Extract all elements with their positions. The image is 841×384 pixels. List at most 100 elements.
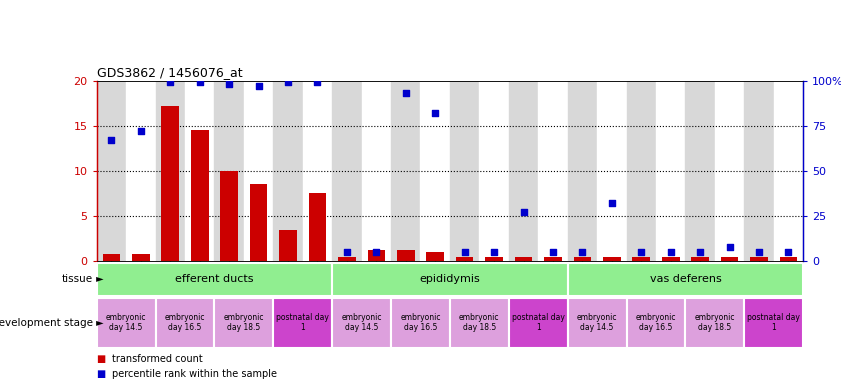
Bar	[156, 298, 214, 348]
Text: embryonic
day 18.5: embryonic day 18.5	[224, 313, 264, 332]
Text: embryonic
day 16.5: embryonic day 16.5	[165, 313, 205, 332]
Point	[546, 249, 559, 255]
Text: transformed count: transformed count	[112, 354, 203, 364]
Bar	[450, 81, 479, 261]
Point	[104, 137, 118, 143]
Bar	[273, 298, 332, 348]
Bar	[362, 81, 391, 261]
Bar	[426, 252, 444, 261]
Bar	[332, 81, 362, 261]
Bar	[456, 257, 473, 261]
Bar	[332, 263, 568, 296]
Point	[516, 209, 530, 215]
Bar	[391, 81, 420, 261]
Bar	[191, 130, 209, 261]
Bar	[244, 81, 273, 261]
Bar	[420, 81, 450, 261]
Point	[134, 128, 147, 134]
Text: efferent ducts: efferent ducts	[175, 274, 254, 285]
Bar	[103, 254, 120, 261]
Text: GDS3862 / 1456076_at: GDS3862 / 1456076_at	[97, 66, 242, 79]
Bar	[627, 298, 685, 348]
Text: postnatal day
1: postnatal day 1	[748, 313, 800, 332]
Bar	[568, 298, 627, 348]
Bar	[509, 298, 568, 348]
Point	[487, 249, 500, 255]
Point	[281, 79, 294, 86]
Bar	[450, 298, 509, 348]
Bar	[721, 257, 738, 261]
Bar	[126, 81, 156, 261]
Bar	[214, 81, 244, 261]
Bar	[603, 257, 621, 261]
Bar	[273, 81, 303, 261]
Point	[222, 81, 235, 87]
Bar	[685, 298, 744, 348]
Bar	[397, 250, 415, 261]
Point	[458, 249, 471, 255]
Bar	[97, 81, 126, 261]
Bar	[97, 298, 156, 348]
Bar	[774, 81, 803, 261]
Point	[251, 83, 265, 89]
Text: ►: ►	[93, 274, 104, 285]
Bar	[568, 263, 803, 296]
Point	[163, 79, 177, 86]
Bar	[279, 230, 297, 261]
Point	[752, 249, 765, 255]
Bar	[161, 106, 179, 261]
Point	[575, 249, 589, 255]
Bar	[715, 81, 744, 261]
Bar	[309, 194, 326, 261]
Bar	[332, 298, 391, 348]
Text: embryonic
day 18.5: embryonic day 18.5	[459, 313, 500, 332]
Bar	[780, 257, 797, 261]
Bar	[568, 81, 597, 261]
Bar	[132, 254, 150, 261]
Bar	[544, 257, 562, 261]
Bar	[97, 263, 332, 296]
Bar	[338, 257, 356, 261]
Bar	[485, 257, 503, 261]
Bar	[685, 81, 715, 261]
Bar	[391, 298, 450, 348]
Bar	[597, 81, 627, 261]
Bar	[220, 171, 238, 261]
Text: ■: ■	[97, 354, 109, 364]
Bar	[538, 81, 568, 261]
Text: embryonic
day 14.5: embryonic day 14.5	[106, 313, 146, 332]
Text: embryonic
day 14.5: embryonic day 14.5	[341, 313, 382, 332]
Text: embryonic
day 16.5: embryonic day 16.5	[400, 313, 441, 332]
Point	[722, 243, 736, 250]
Text: embryonic
day 18.5: embryonic day 18.5	[695, 313, 735, 332]
Bar	[691, 257, 709, 261]
Point	[369, 249, 383, 255]
Text: tissue: tissue	[61, 274, 93, 285]
Bar	[515, 257, 532, 261]
Bar	[574, 257, 591, 261]
Point	[605, 200, 618, 207]
Text: postnatal day
1: postnatal day 1	[512, 313, 564, 332]
Text: ■: ■	[97, 369, 109, 379]
Bar	[750, 257, 768, 261]
Bar	[156, 81, 185, 261]
Bar	[509, 81, 538, 261]
Text: epididymis: epididymis	[420, 274, 480, 285]
Point	[634, 249, 648, 255]
Bar	[185, 81, 214, 261]
Bar	[627, 81, 656, 261]
Text: postnatal day
1: postnatal day 1	[277, 313, 329, 332]
Point	[664, 249, 677, 255]
Point	[399, 90, 412, 96]
Text: embryonic
day 16.5: embryonic day 16.5	[636, 313, 676, 332]
Bar	[656, 81, 685, 261]
Point	[428, 110, 442, 116]
Bar	[250, 184, 267, 261]
Text: vas deferens: vas deferens	[649, 274, 722, 285]
Bar	[744, 298, 803, 348]
Text: embryonic
day 14.5: embryonic day 14.5	[577, 313, 617, 332]
Bar	[479, 81, 509, 261]
Text: ►: ►	[93, 318, 104, 328]
Bar	[214, 298, 273, 348]
Bar	[662, 257, 680, 261]
